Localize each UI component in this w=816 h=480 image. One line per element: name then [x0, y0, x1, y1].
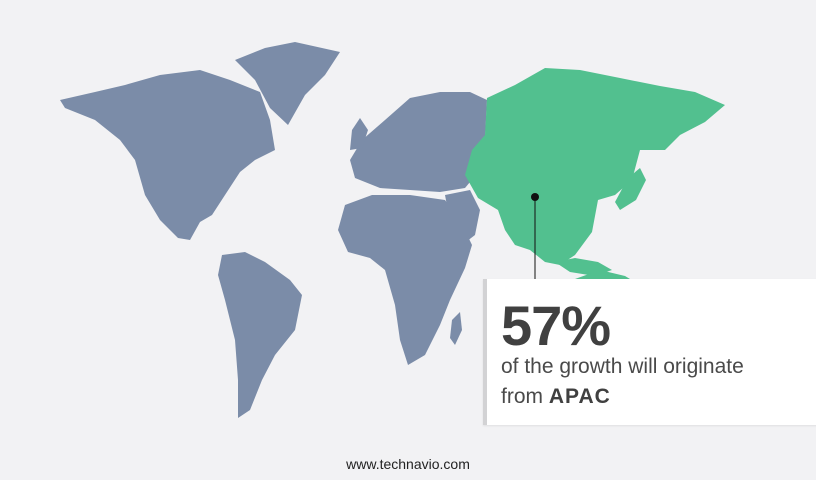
middle-east — [445, 190, 480, 245]
japan — [615, 168, 646, 210]
callout-text: of the growth will originate — [501, 355, 744, 378]
apac-region — [465, 68, 725, 265]
madagascar — [450, 312, 462, 345]
south-america — [218, 252, 302, 418]
north-america — [60, 70, 275, 240]
callout-region: APAC — [548, 385, 611, 408]
callout-region-line: from APAC — [501, 385, 611, 409]
australia-top — [575, 270, 630, 279]
growth-percentage: 57% — [501, 294, 611, 357]
callout-prefix: from — [501, 385, 543, 408]
europe — [350, 92, 487, 192]
callout-card: 57% of the growth will originate from AP… — [483, 279, 816, 425]
footer-url: www.technavio.com — [346, 456, 470, 472]
africa — [338, 195, 472, 365]
uk — [350, 118, 368, 150]
greenland — [235, 42, 340, 125]
callout-marker — [531, 193, 539, 201]
